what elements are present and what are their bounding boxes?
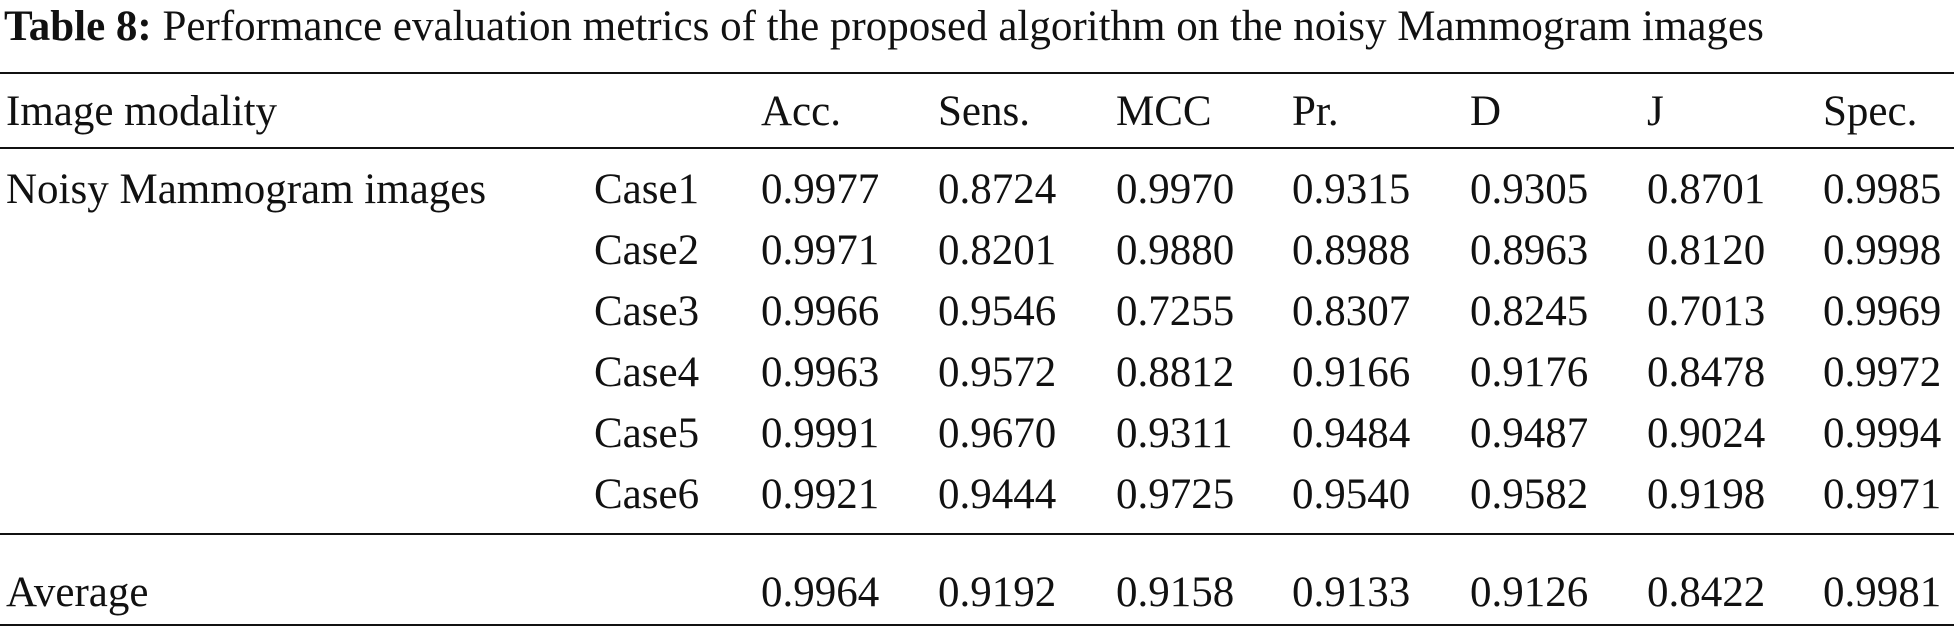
cell: 0.9546	[938, 288, 1056, 335]
cell: 0.9540	[1292, 471, 1410, 518]
cell: 0.8988	[1292, 227, 1410, 274]
header-cell: Pr.	[1292, 88, 1339, 135]
cell: 0.9484	[1292, 410, 1410, 457]
caption: Table 8: Performance evaluation metrics …	[4, 3, 1764, 50]
case-label: Case6	[594, 471, 699, 518]
cell: 0.8478	[1647, 349, 1765, 396]
cell: 0.9977	[761, 166, 879, 213]
header-cell: J	[1647, 88, 1664, 135]
case-label: Case3	[594, 288, 699, 335]
cell: 0.9880	[1116, 227, 1234, 274]
header-cell: MCC	[1116, 88, 1212, 135]
cell: 0.8963	[1470, 227, 1588, 274]
cell: 0.8724	[938, 166, 1056, 213]
average-cell: 0.9964	[761, 569, 879, 616]
average-cell: 0.9126	[1470, 569, 1588, 616]
header-cell: Image modality	[6, 88, 278, 135]
cell: 0.8120	[1647, 227, 1765, 274]
cell: 0.8812	[1116, 349, 1234, 396]
cell: 0.9582	[1470, 471, 1588, 518]
cell: 0.9994	[1823, 410, 1941, 457]
caption-text: Performance evaluation metrics of the pr…	[163, 3, 1764, 50]
cell: 0.8245	[1470, 288, 1588, 335]
cell: 0.9963	[761, 349, 879, 396]
cell: 0.9921	[761, 471, 879, 518]
cell: 0.9444	[938, 471, 1056, 518]
header-cell: Spec.	[1823, 88, 1917, 135]
cell: 0.9572	[938, 349, 1056, 396]
cell: 0.8307	[1292, 288, 1410, 335]
cell: 0.9971	[1823, 471, 1941, 518]
cell: 0.9725	[1116, 471, 1234, 518]
cell: 0.8201	[938, 227, 1056, 274]
cell: 0.9970	[1116, 166, 1234, 213]
cell: 0.9315	[1292, 166, 1410, 213]
cell: 0.9198	[1647, 471, 1765, 518]
header-cell: D	[1470, 88, 1501, 135]
cell: 0.9972	[1823, 349, 1941, 396]
cell: 0.8701	[1647, 166, 1765, 213]
header-cell: Acc.	[761, 88, 841, 135]
average-cell: 0.9192	[938, 569, 1056, 616]
average-cell: 0.9133	[1292, 569, 1410, 616]
cell: 0.9166	[1292, 349, 1410, 396]
average-cell: 0.9158	[1116, 569, 1234, 616]
cell: 0.9024	[1647, 410, 1765, 457]
cell: 0.7255	[1116, 288, 1234, 335]
case-label: Case4	[594, 349, 699, 396]
average-label: Average	[6, 569, 148, 616]
cell: 0.9311	[1116, 410, 1233, 457]
case-label: Case5	[594, 410, 699, 457]
case-label: Case2	[594, 227, 699, 274]
cell: 0.9176	[1470, 349, 1588, 396]
case-label: Case1	[594, 166, 699, 213]
cell: 0.9487	[1470, 410, 1588, 457]
caption-label: Table 8:	[4, 3, 152, 50]
average-cell: 0.9981	[1823, 569, 1941, 616]
cell: 0.9998	[1823, 227, 1941, 274]
cell: 0.9966	[761, 288, 879, 335]
cell: 0.9991	[761, 410, 879, 457]
cell: 0.9985	[1823, 166, 1941, 213]
cell: 0.9971	[761, 227, 879, 274]
cell: 0.9969	[1823, 288, 1941, 335]
group-label: Noisy Mammogram images	[6, 166, 486, 213]
cell: 0.9305	[1470, 166, 1588, 213]
cell: 0.9670	[938, 410, 1056, 457]
average-cell: 0.8422	[1647, 569, 1765, 616]
header-cell: Sens.	[938, 88, 1030, 135]
cell: 0.7013	[1647, 288, 1765, 335]
